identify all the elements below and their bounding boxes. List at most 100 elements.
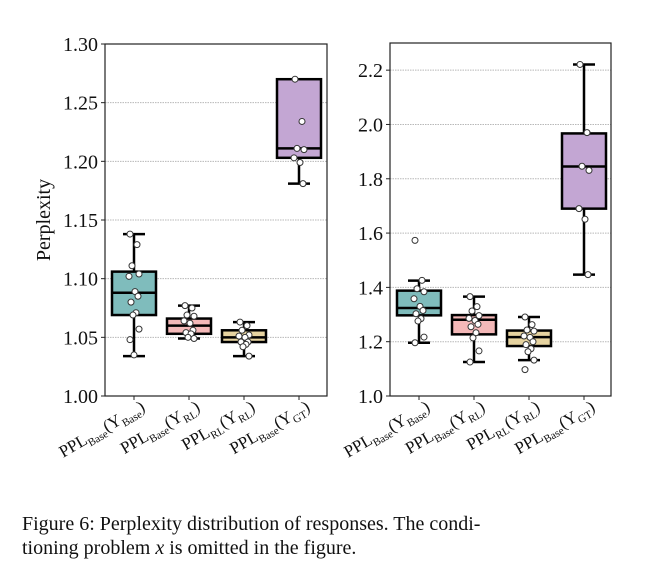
data-point (135, 270, 143, 278)
y-tick-label: 1.00 (63, 386, 98, 408)
y-tick-label: 1.30 (63, 34, 98, 56)
data-point (127, 298, 135, 306)
box-1 (395, 236, 443, 347)
data-point (583, 129, 591, 137)
y-tick-label: 1.2 (358, 332, 383, 354)
x-label-part-ppl: PPL (341, 430, 376, 461)
x-tick-label: PPLBase(YGT) (226, 397, 314, 461)
data-point (190, 335, 198, 343)
box-2 (165, 302, 213, 343)
x-label-part-ppl: PPL (178, 423, 213, 454)
data-point (528, 321, 536, 329)
data-point (575, 205, 583, 213)
data-point (576, 60, 584, 68)
data-point (420, 333, 428, 341)
data-point (128, 262, 136, 270)
y-tick-label: 2.0 (358, 114, 383, 136)
x-label-part-ppl: PPL (56, 430, 91, 461)
data-point (126, 230, 134, 238)
caption-line-2: tioning problem x is omitted in the figu… (22, 536, 642, 560)
data-point (521, 366, 529, 374)
box-iqr (560, 132, 608, 210)
subplot-2: 1.01.21.41.61.82.02.2PPLBase(YBase)PPLBa… (341, 42, 612, 461)
figure-caption: Figure 6: Perplexity distribution of res… (22, 512, 642, 560)
data-point (530, 356, 538, 364)
data-point (188, 304, 196, 312)
data-point (581, 215, 589, 223)
caption-variable: x (155, 537, 165, 559)
data-point (418, 276, 426, 284)
box-3 (505, 313, 553, 374)
data-point (235, 332, 243, 340)
data-point (291, 75, 299, 83)
data-point (420, 288, 428, 296)
data-point (523, 326, 531, 334)
data-point (411, 339, 419, 347)
data-point (524, 348, 532, 356)
data-point (466, 293, 474, 301)
data-point (475, 347, 483, 355)
data-point (238, 326, 246, 334)
data-point (465, 314, 473, 322)
x-label-part-ppl: PPL (511, 427, 546, 458)
caption-line-1: Figure 6: Perplexity distribution of res… (22, 513, 481, 535)
data-point (467, 323, 475, 331)
data-point (180, 317, 188, 325)
data-point (521, 313, 529, 321)
data-point (585, 166, 593, 174)
data-point (475, 312, 483, 320)
y-tick-label: 2.2 (358, 60, 383, 82)
x-label-part-ppl: PPL (226, 427, 261, 458)
data-point (135, 325, 143, 333)
data-point (473, 303, 481, 311)
data-point (530, 327, 538, 335)
data-point (184, 333, 192, 341)
data-point (466, 358, 474, 366)
data-point (133, 241, 141, 249)
box-4 (560, 60, 608, 279)
data-point (419, 306, 427, 314)
y-tick-label: 1.10 (63, 269, 98, 291)
data-point (186, 319, 194, 327)
data-point (522, 341, 530, 349)
data-point (290, 154, 298, 162)
data-point (130, 351, 138, 359)
data-point (520, 332, 528, 340)
caption-line-2-post: is omitted in the figure. (164, 537, 357, 559)
y-tick-label: 1.4 (358, 277, 383, 299)
x-label-part-ppl: PPL (117, 427, 152, 458)
data-point (584, 271, 592, 279)
data-point (411, 236, 419, 244)
data-point (236, 318, 244, 326)
data-point (129, 311, 137, 319)
data-point (469, 334, 477, 342)
y-tick-label: 1.0 (358, 386, 383, 408)
box-iqr (275, 77, 323, 160)
data-point (181, 302, 189, 310)
data-point (293, 144, 301, 152)
data-point (578, 162, 586, 170)
data-point (468, 307, 476, 315)
data-point (300, 146, 308, 154)
data-point (296, 159, 304, 167)
y-tick-label: 1.8 (358, 169, 383, 191)
axes-frame (104, 43, 328, 397)
data-point (472, 329, 480, 337)
data-point (245, 352, 253, 360)
x-tick-label: PPLBase(YGT) (511, 397, 599, 461)
axes-frame (389, 42, 612, 397)
box-2 (450, 293, 498, 366)
data-point (298, 117, 306, 125)
y-axis-label: Perplexity (33, 179, 55, 261)
data-point (243, 322, 251, 330)
data-point (412, 310, 420, 318)
y-tick-label: 1.05 (63, 327, 98, 349)
data-point (414, 317, 422, 325)
data-point (126, 336, 134, 344)
box-4 (275, 75, 323, 188)
x-label-part-ppl: PPL (463, 423, 498, 454)
subplot-1: 1.001.051.101.151.201.251.30PPLBase(YBas… (33, 34, 328, 461)
data-point (410, 295, 418, 303)
x-label-part-ppl: PPL (402, 427, 437, 458)
